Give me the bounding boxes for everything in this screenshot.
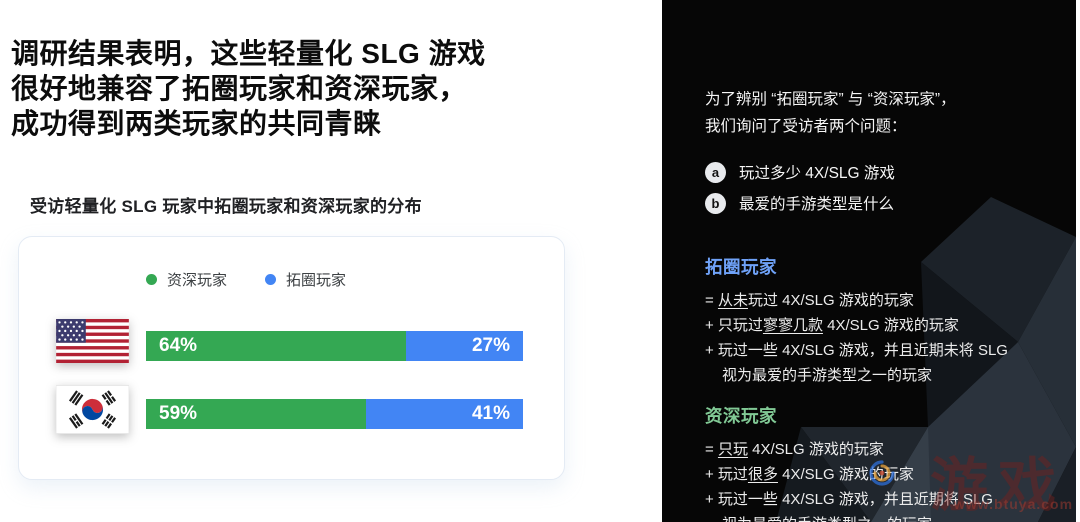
us-flag-icon xyxy=(56,319,129,363)
panel-intro: 为了辨别 “拓圈玩家” 与 “资深玩家”， 我们询问了受访者两个问题： xyxy=(705,86,956,140)
question-a: a 玩过多少 4X/SLG 游戏 xyxy=(705,157,895,187)
summary-panel: 调研结果表明，这些轻量化 SLG 游戏 很好地兼容了拓圈玩家和资深玩家， 成功得… xyxy=(11,36,611,480)
bar-us: 64% 27% xyxy=(146,331,523,361)
panel-intro-line1: 为了辨别 “拓圈玩家” 与 “资深玩家”， xyxy=(705,91,956,108)
question-a-text: 玩过多少 4X/SLG 游戏 xyxy=(739,165,895,182)
blue-dot-icon xyxy=(265,274,277,285)
definition-line: 视为最爱的手游类型之一的玩家 xyxy=(705,512,1050,522)
badge-b-icon: b xyxy=(705,192,726,214)
definition-line: = 从未玩过 4X/SLG 游戏的玩家 xyxy=(705,292,914,309)
definitions-panel: 为了辨别 “拓圈玩家” 与 “资深玩家”， 我们询问了受访者两个问题： a 玩过… xyxy=(662,0,1076,522)
panel-intro-line2: 我们询问了受访者两个问题： xyxy=(705,118,907,135)
polygon-decoration xyxy=(776,197,1076,522)
section-expansion-players: 拓圈玩家 = 从未玩过 4X/SLG 游戏的玩家 + 只玩过寥寥几款 4X/SL… xyxy=(705,254,1050,388)
bar-kr: 59% 41% xyxy=(146,399,523,429)
definition-line: = 只玩 4X/SLG 游戏的玩家 xyxy=(705,441,884,458)
bar-kr-senior-value: 59% xyxy=(159,403,198,424)
question-b-text: 最爱的手游类型是什么 xyxy=(739,196,895,213)
question-list: a 玩过多少 4X/SLG 游戏 b 最爱的手游类型是什么 xyxy=(705,157,895,219)
page-title-line3: 成功得到两类玩家的共同青睐 xyxy=(11,108,382,139)
definition-line: + 只玩过寥寥几款 4X/SLG 游戏的玩家 xyxy=(705,317,959,334)
page-title: 调研结果表明，这些轻量化 SLG 游戏 很好地兼容了拓圈玩家和资深玩家， 成功得… xyxy=(11,36,611,141)
section-expansion-heading: 拓圈玩家 xyxy=(705,257,777,277)
bar-kr-expansion-value: 41% xyxy=(471,403,510,424)
section-senior-heading: 资深玩家 xyxy=(705,406,777,426)
bar-kr-senior-segment: 59% xyxy=(146,399,367,429)
bar-us-expansion-segment: 27% xyxy=(405,331,523,361)
definition-line: + 玩过一些 4X/SLG 游戏，并且近期未将 SLG xyxy=(705,342,1008,359)
page-title-line2: 很好地兼容了拓圈玩家和资深玩家， xyxy=(11,73,468,104)
chart-legend: 资深玩家 拓圈玩家 xyxy=(146,269,346,290)
legend-item-expansion: 拓圈玩家 xyxy=(265,269,346,290)
kr-flag-icon xyxy=(56,385,129,434)
bar-us-senior-value: 64% xyxy=(159,335,198,356)
bar-us-expansion-value: 27% xyxy=(471,335,510,356)
definition-line: + 玩过一些 4X/SLG 游戏，并且近期将 SLG xyxy=(705,491,993,508)
legend-label-expansion: 拓圈玩家 xyxy=(286,272,347,289)
page-title-line1: 调研结果表明，这些轻量化 SLG 游戏 xyxy=(11,38,486,69)
green-dot-icon xyxy=(146,274,157,285)
swirl-logo-icon xyxy=(869,460,895,486)
badge-a-icon: a xyxy=(705,161,726,183)
chart-title: 受访轻量化 SLG 玩家中拓圈玩家和资深玩家的分布 xyxy=(30,197,422,216)
question-b: b 最爱的手游类型是什么 xyxy=(705,188,895,218)
legend-label-senior: 资深玩家 xyxy=(167,272,228,289)
bar-us-senior-segment: 64% xyxy=(146,331,406,361)
chart-card: 资深玩家 拓圈玩家 xyxy=(18,236,565,480)
definition-line: 视为最爱的手游类型之一的玩家 xyxy=(722,367,933,384)
legend-item-senior: 资深玩家 xyxy=(146,269,227,290)
bar-kr-expansion-segment: 41% xyxy=(366,399,523,429)
